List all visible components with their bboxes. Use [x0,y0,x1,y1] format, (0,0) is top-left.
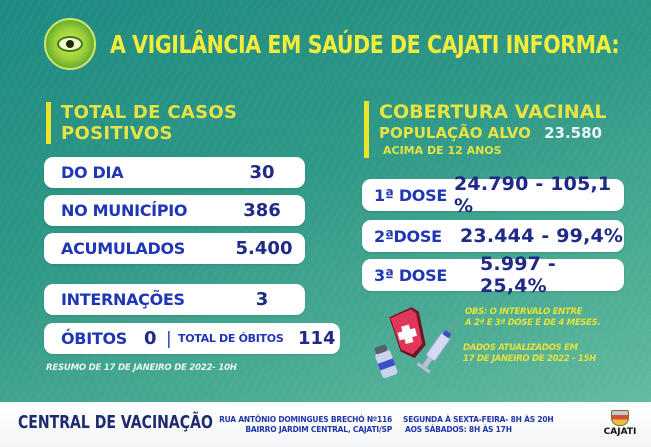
city-crest-icon [611,410,629,426]
deaths-value: 0 [144,328,157,349]
dose3-value: 5.997 - 25,4% [480,253,556,297]
cases-section-title: TOTAL DE CASOS POSITIVOS [46,102,237,144]
vaccination-title: COBERTURA VACINAL [379,101,607,123]
hours-weekdays: SEGUNDA À SEXTA-FEIRA- 8H ÀS 20H [403,415,554,424]
cases-today-card: DO DIA 30 [44,157,305,188]
cases-accumulated-card: ACUMULADOS 5.400 [44,233,305,264]
cases-title-line1: TOTAL DE CASOS [61,102,238,123]
dose3-card: 3ª DOSE 5.997 - 25,4% [362,253,624,297]
dose1-card: 1ª DOSE 24.790 - 105,1 % [362,173,624,217]
hours-saturday: AOS SÁBADOS: 8H ÀS 17H [405,425,512,434]
target-population: POPULAÇÃO ALVO 23.580 [379,124,607,143]
dose3-label: 3ª DOSE [374,265,447,285]
total-deaths-label: TOTAL DE ÓBITOS [178,332,284,345]
cases-today-value: 30 [249,162,275,183]
hospitalizations-value: 3 [255,289,269,310]
dose1-label: 1ª DOSE [374,185,447,205]
total-deaths-value: 114 [298,328,336,349]
cases-municipality-value: 386 [243,200,281,221]
cases-title-line2: POSITIVOS [61,123,173,144]
interval-note-line1: OBS: O INTERVALO ENTRE [465,307,583,317]
target-population-label: POPULAÇÃO ALVO [379,124,531,142]
dose2-label: 2ªDOSE [374,226,442,246]
vigilancia-logo-icon [44,18,96,70]
cases-summary-date: RESUMO DE 17 DE JANEIRO DE 2022- 10H [46,363,237,373]
dose2-card: 2ªDOSE 23.444 - 99,4% [362,220,624,252]
cases-accumulated-label: ACUMULADOS [61,239,186,258]
address-line1: RUA ANTÔNIO DOMINGUES BRECHÓ Nº116 [219,415,392,424]
address-line2: BAIRRO JARDIM CENTRAL, CAJATI/SP [245,425,392,434]
target-population-note: ACIMA DE 12 ANOS [383,144,502,157]
footer-hours: SEGUNDA À SEXTA-FEIRA- 8H ÀS 20H AOS SÁB… [403,415,554,435]
hospitalizations-card: INTERNAÇÕES 3 [44,284,305,315]
deaths-label: ÓBITOS [61,329,127,348]
dose1-value: 24.790 - 105,1 % [454,173,612,217]
eye-icon [57,36,83,52]
cases-today-label: DO DIA [61,163,124,182]
cases-municipality-label: NO MUNICÍPIO [61,201,188,220]
hospitalizations-label: INTERNAÇÕES [61,290,185,309]
target-population-value: 23.580 [544,124,602,142]
updated-note-line1: DADOS ATUALIZADOS EM [463,343,578,353]
updated-note: DADOS ATUALIZADOS EM 17 DE JANEIRO DE 20… [463,343,596,365]
footer-address: RUA ANTÔNIO DOMINGUES BRECHÓ Nº116 BAIRR… [192,415,392,435]
vaccine-illustration-icon [374,307,458,379]
vaccination-section-title: COBERTURA VACINAL POPULAÇÃO ALVO 23.580 … [364,101,607,158]
cases-municipality-card: NO MUNICÍPIO 386 [44,195,305,226]
updated-note-line2: 17 DE JANEIRO DE 2022 - 15H [463,354,596,364]
footer: CENTRAL DE VACINAÇÃO RUA ANTÔNIO DOMINGU… [0,402,651,447]
cajati-logo: CAJATI [600,410,640,437]
footer-title: CENTRAL DE VACINAÇÃO [18,412,213,433]
page-title: A VIGILÂNCIA EM SAÚDE DE CAJATI INFORMA: [110,29,620,59]
city-name: CAJATI [603,427,637,437]
interval-note: OBS: O INTERVALO ENTRE A 2ª E 3ª DOSE É … [465,307,601,329]
deaths-separator: | [166,328,172,349]
interval-note-line2: A 2ª E 3ª DOSE É DE 4 MESES. [465,318,601,328]
header: A VIGILÂNCIA EM SAÚDE DE CAJATI INFORMA: [44,18,651,70]
deaths-card: ÓBITOS 0 | TOTAL DE ÓBITOS 114 [44,323,340,354]
dose2-value: 23.444 - 99,4% [460,225,624,247]
cases-accumulated-value: 5.400 [235,238,293,259]
